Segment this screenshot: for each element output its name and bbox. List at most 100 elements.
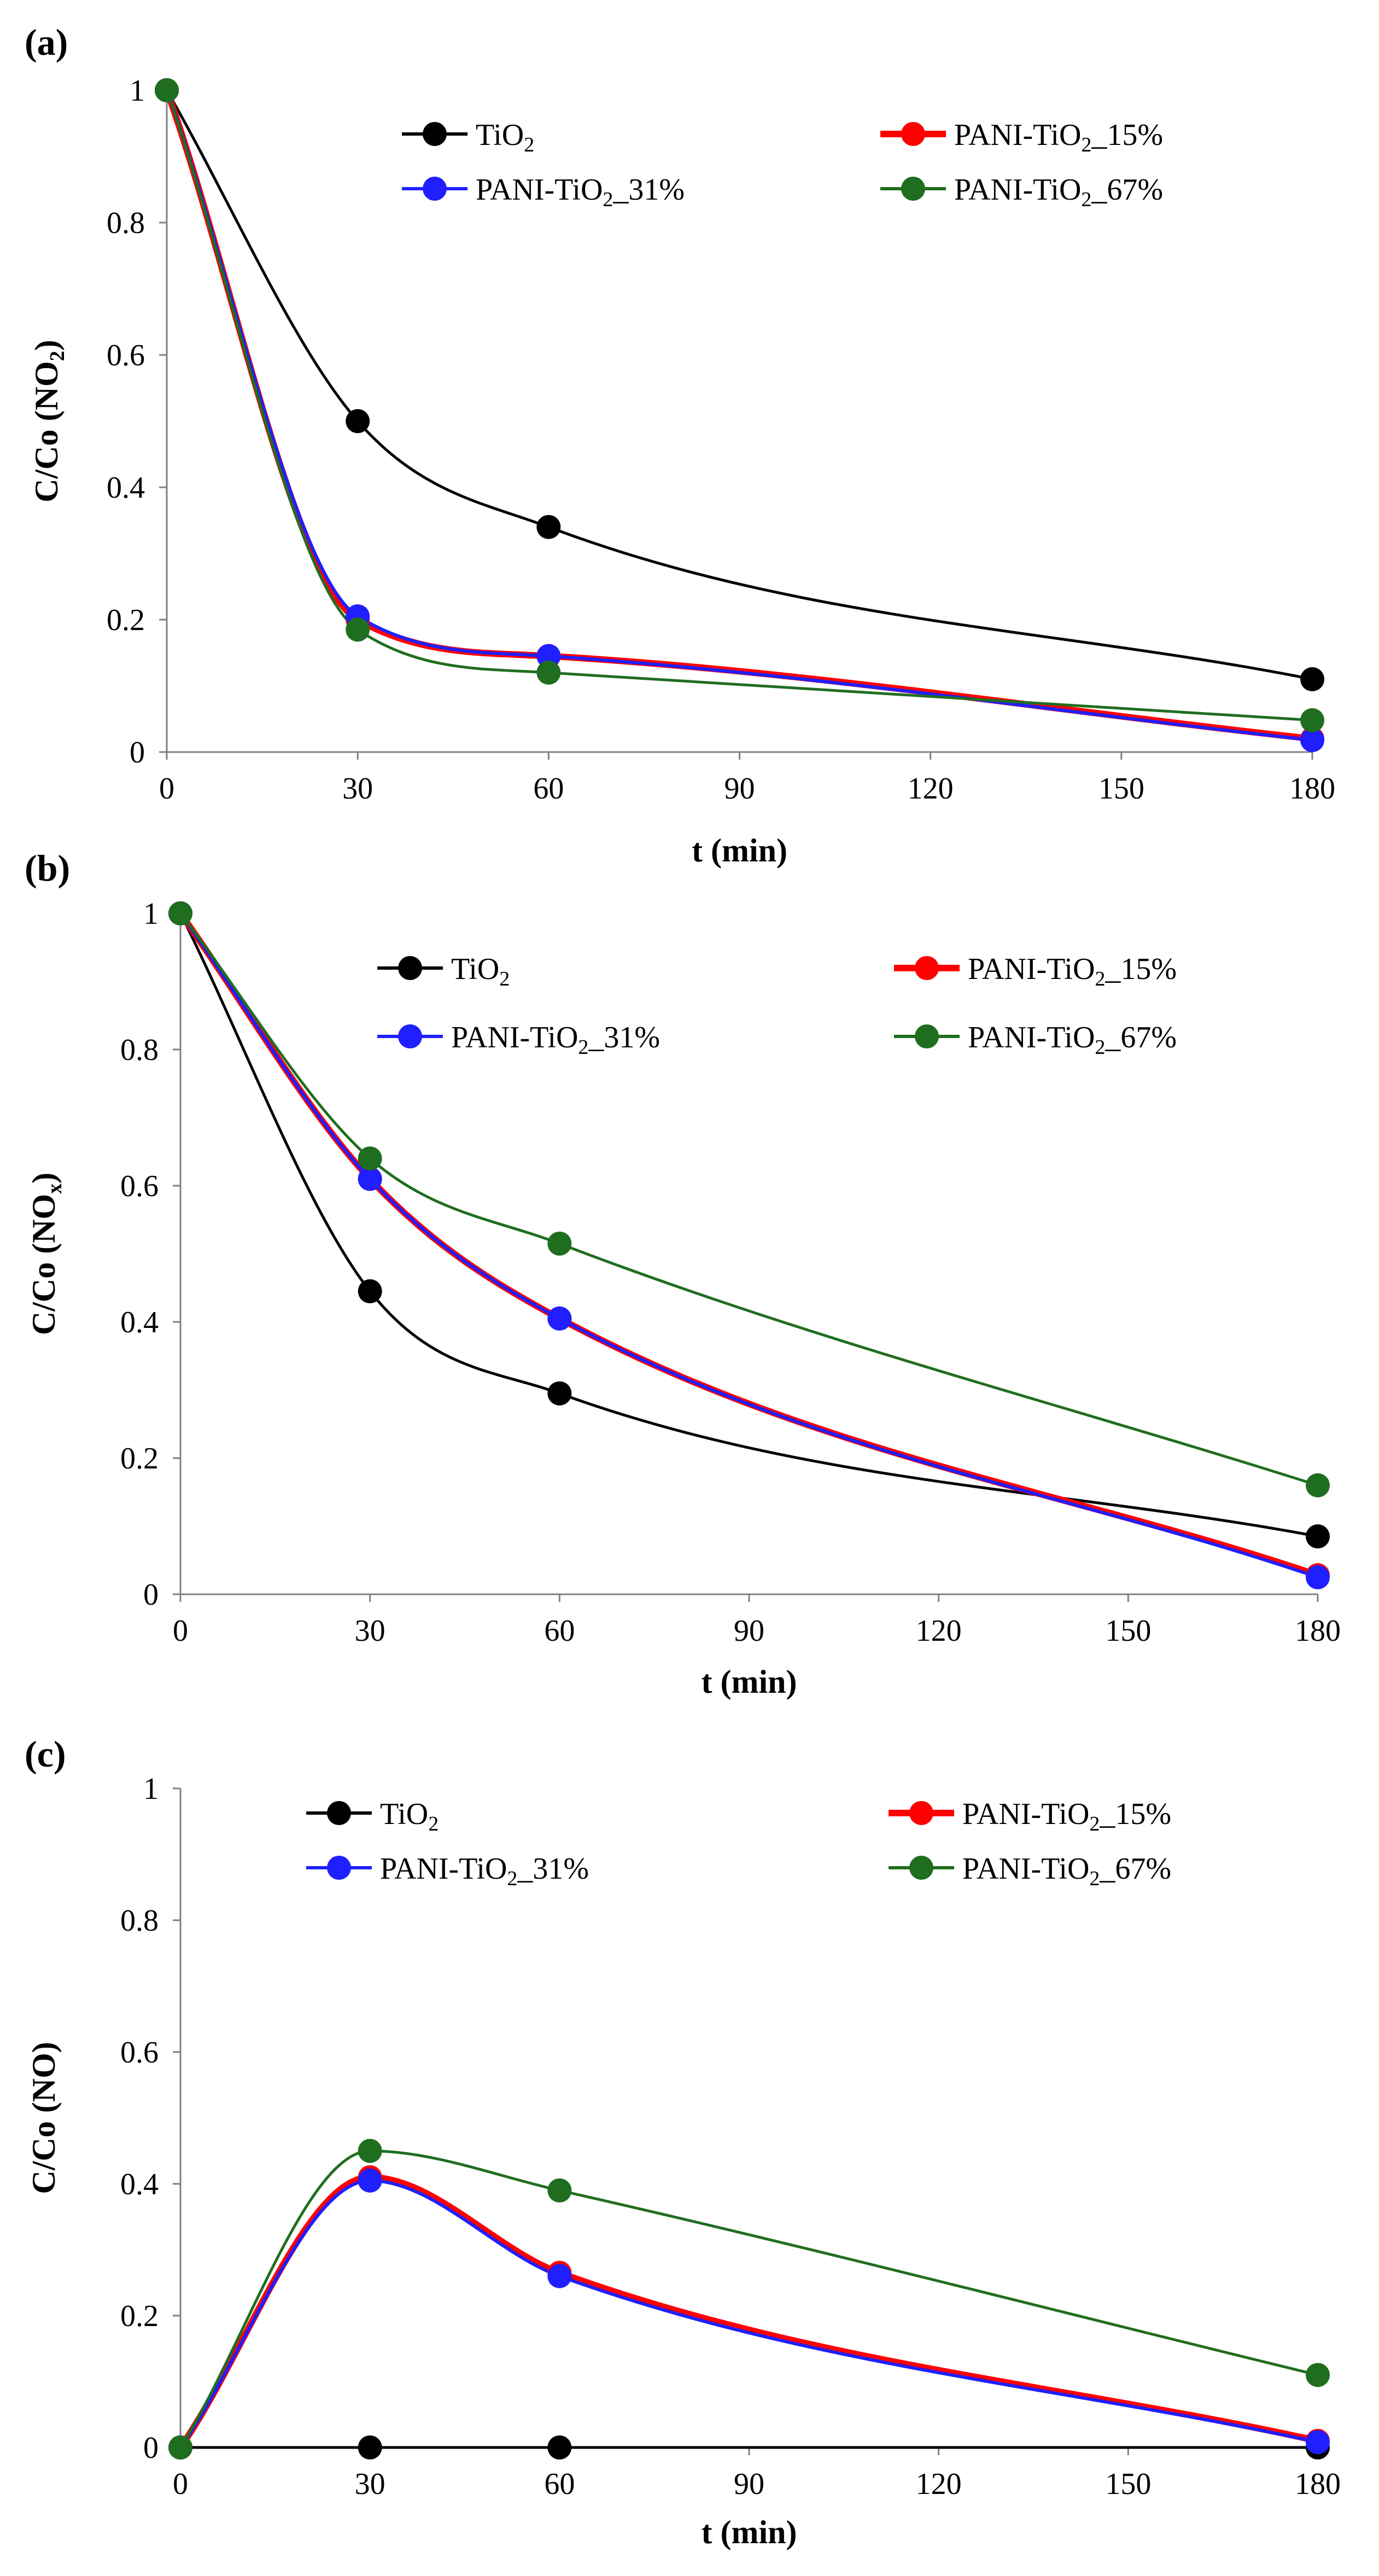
x-tick-label: 120	[916, 2467, 962, 2501]
y-tick-label: 0	[143, 2431, 159, 2465]
x-tick-label: 180	[1295, 1614, 1341, 1648]
panel-label: (c)	[25, 1733, 66, 1775]
y-axis-title: C/Co (NO)	[26, 2042, 62, 2194]
data-point	[547, 1231, 572, 1256]
series-line-tio2	[179, 912, 1319, 1538]
y-axis-title: C/Co (NO2)	[28, 340, 69, 502]
x-tick-label: 180	[1295, 2467, 1341, 2501]
x-tick-label: 60	[533, 772, 564, 806]
legend-label: PANI-TiO2_15%	[954, 118, 1163, 156]
legend-entry: PANI-TiO2_67%	[894, 1021, 1177, 1059]
x-tick-label: 0	[159, 772, 174, 806]
chart-panel-3: (c) 0 0.2 0.4 0.6 0.8 1 0 30 60 90 120 150 180 t (min)…	[25, 1733, 1341, 2550]
x-tick-label: 0	[173, 1614, 188, 1648]
series-line-pani-tio2-31-	[179, 2178, 1319, 2449]
series-line-pani-tio2-67-	[179, 912, 1319, 1487]
series-line-pani-tio2-15-	[177, 910, 1321, 1579]
x-tick-label: 60	[544, 2467, 575, 2501]
y-tick-label: 0.2	[120, 2299, 159, 2333]
legend-label: TiO2	[476, 118, 534, 156]
data-point	[168, 901, 192, 925]
legend-swatch-marker	[423, 177, 447, 201]
x-tick-label: 0	[173, 2467, 188, 2501]
x-tick-label: 120	[916, 1614, 962, 1648]
legend-swatch-marker	[901, 122, 925, 146]
legend-swatch-marker	[909, 1856, 933, 1880]
data-point	[1306, 1565, 1330, 1589]
data-point	[358, 2168, 382, 2193]
y-tick-label: 0.6	[107, 339, 145, 372]
x-tick-label: 180	[1289, 772, 1335, 806]
data-point	[168, 2435, 192, 2460]
legend-swatch-marker	[327, 1801, 351, 1825]
series-line-pani-tio2-31-	[179, 912, 1319, 1579]
data-point	[536, 644, 561, 668]
legend-entry: PANI-TiO2_31%	[306, 1852, 589, 1890]
legend-swatch-marker	[398, 1024, 422, 1048]
x-tick-label: 150	[1105, 1614, 1151, 1648]
legend-entry: PANI-TiO2_15%	[894, 952, 1177, 990]
data-point	[1300, 708, 1324, 732]
legend-label: PANI-TiO2_31%	[476, 173, 685, 211]
legend-swatch-marker	[398, 956, 422, 980]
y-tick-label: 0.8	[120, 1033, 159, 1067]
data-point	[358, 2435, 382, 2460]
legend-entry: PANI-TiO2_67%	[880, 173, 1163, 211]
x-tick-label: 30	[355, 1614, 385, 1648]
y-tick-label: 0.8	[120, 1904, 159, 1938]
x-axis-title: t (min)	[702, 1664, 797, 1700]
y-tick-label: 0.6	[120, 1169, 159, 1203]
legend-swatch-marker	[901, 177, 925, 201]
data-point	[1306, 1473, 1330, 1497]
y-tick-label: 0.4	[120, 1306, 159, 1339]
data-point	[1306, 2363, 1330, 2387]
x-axis-title: t (min)	[702, 2514, 797, 2550]
data-point	[1306, 2430, 1330, 2455]
series-line-pani-tio2-15-	[177, 2173, 1321, 2451]
legend-entry: TiO2	[402, 118, 534, 156]
data-point	[547, 2435, 572, 2460]
y-tick-label: 0.8	[107, 206, 145, 240]
y-tick-label: 0	[130, 736, 145, 770]
x-tick-label: 90	[724, 772, 755, 806]
legend-label: PANI-TiO2_67%	[962, 1852, 1171, 1890]
legend-swatch-marker	[423, 122, 447, 146]
legend-entry: TiO2	[306, 1797, 439, 1835]
y-tick-label: 1	[143, 1772, 159, 1806]
chart-panel-1: (a) 0 0.2 0.4 0.6 0.8 1 0 30 60 90 120 150 180 t (min)…	[25, 21, 1335, 869]
data-point	[358, 1279, 382, 1303]
data-point	[346, 617, 370, 642]
x-tick-label: 120	[908, 772, 954, 806]
legend-entry: PANI-TiO2_15%	[880, 118, 1163, 156]
data-point	[536, 515, 561, 539]
series-line-tio2	[165, 89, 1314, 681]
y-tick-label: 0	[143, 1578, 159, 1612]
data-point	[547, 1306, 572, 1331]
legend-swatch-marker	[327, 1856, 351, 1880]
y-tick-label: 1	[130, 74, 145, 108]
series-line-pani-tio2-67-	[165, 89, 1314, 722]
legend-swatch-marker	[909, 1801, 933, 1825]
y-axis-title: C/Co (NOx)	[26, 1173, 66, 1335]
panel-label: (a)	[25, 21, 68, 63]
x-tick-label: 150	[1098, 772, 1144, 806]
legend-label: TiO2	[380, 1797, 439, 1835]
panel-label: (b)	[25, 847, 70, 889]
x-tick-label: 90	[734, 1614, 764, 1648]
data-point	[358, 1167, 382, 1191]
legend-swatch-marker	[915, 1024, 939, 1048]
legend-entry: PANI-TiO2_15%	[889, 1797, 1171, 1835]
legend-label: PANI-TiO2_31%	[451, 1021, 660, 1059]
legend-label: PANI-TiO2_31%	[380, 1852, 589, 1890]
chart-panel-2: (b) 0 0.2 0.4 0.6 0.8 1 0 30 60 90 120 150 180 t (min)…	[25, 847, 1341, 1700]
legend-entry: PANI-TiO2_67%	[889, 1852, 1171, 1890]
data-point	[547, 2264, 572, 2288]
y-tick-label: 0.2	[120, 1442, 159, 1476]
data-point	[155, 78, 179, 102]
legend-entry: PANI-TiO2_31%	[377, 1021, 660, 1059]
series-line-pani-tio2-67-	[179, 2149, 1319, 2449]
data-point	[1300, 667, 1324, 691]
legend-label: PANI-TiO2_67%	[968, 1021, 1177, 1059]
data-point	[1300, 728, 1324, 753]
legend-entry: TiO2	[377, 952, 510, 990]
